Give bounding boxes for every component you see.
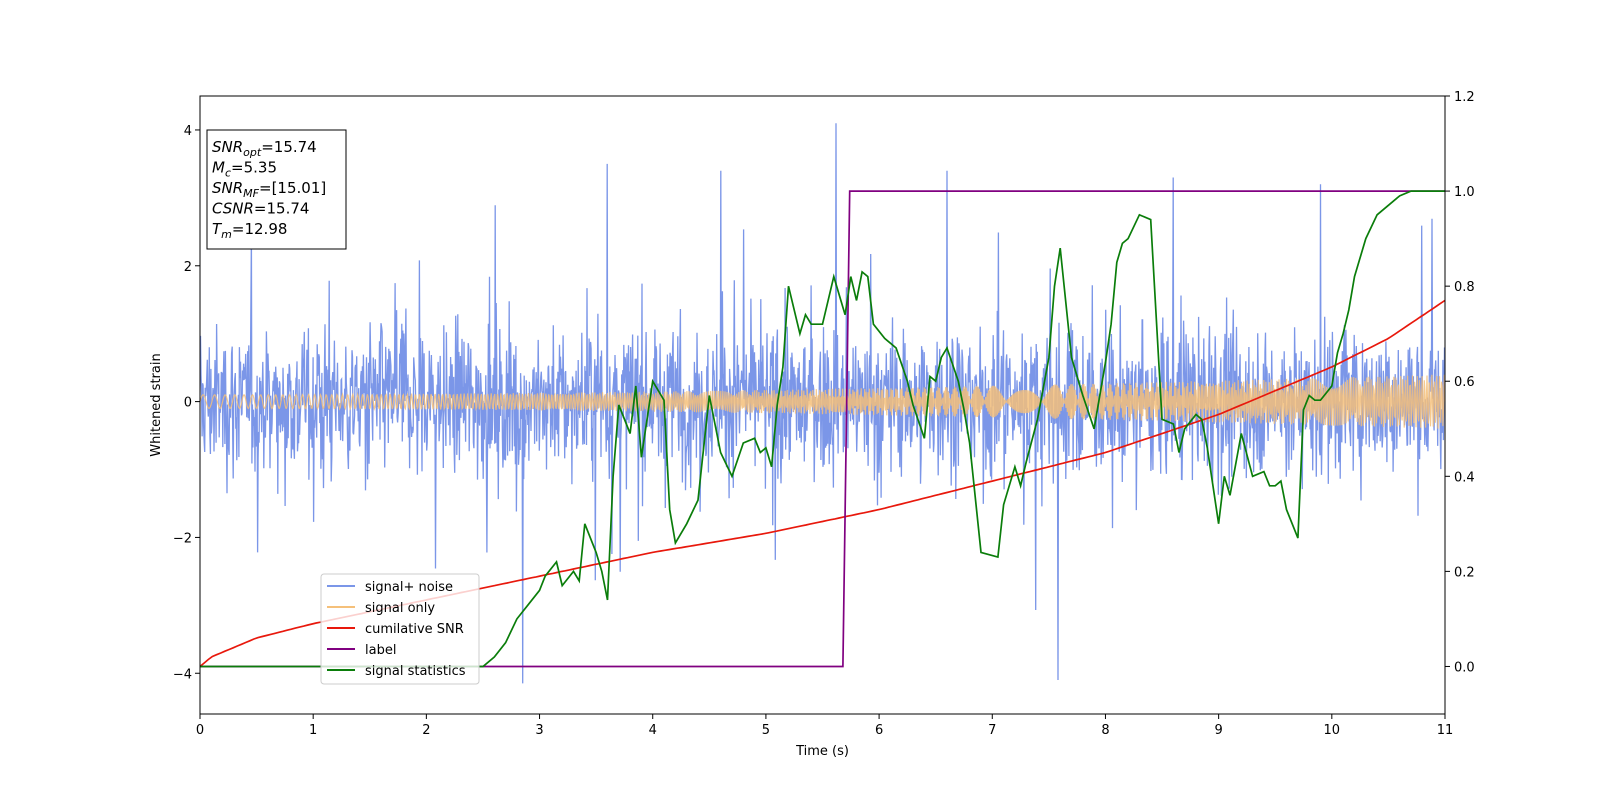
series-label-line	[200, 190, 1445, 668]
y2-tick-label: 0.0	[1454, 660, 1475, 675]
info-line: SNRopt=15.74	[212, 138, 317, 159]
legend: signal+ noise signal only cumilative SNR la…	[320, 573, 480, 685]
y-tick-label: −4	[173, 667, 192, 682]
plot-frame	[199, 95, 1446, 715]
y-tick-label: −2	[173, 531, 192, 546]
y2-tick-label: 1.0	[1454, 185, 1475, 200]
y2-tick-label: 1.2	[1454, 90, 1475, 105]
x-tick-label: 6	[875, 723, 883, 738]
legend-frame	[320, 573, 480, 685]
x-tick-label: 4	[649, 723, 657, 738]
legend-label: signal only	[365, 601, 435, 616]
info-box-frame	[206, 129, 347, 250]
x-tick-label: 0	[196, 723, 204, 738]
y-tick-label: 4	[184, 124, 192, 139]
series-signal-statistics-line	[200, 190, 1445, 668]
info-line: Mc=5.35	[212, 159, 277, 180]
y-tick-label: 2	[184, 260, 192, 275]
info-line: Tm=12.98	[212, 220, 287, 241]
y2-tick-label: 0.8	[1454, 280, 1475, 295]
y2-tick-label: 0.4	[1454, 470, 1475, 485]
x-tick-label: 5	[762, 723, 770, 738]
x-tick-label: 10	[1324, 723, 1341, 738]
info-line: CSNR=15.74	[212, 200, 309, 218]
legend-label: label	[365, 643, 396, 658]
x-tick-label: 7	[988, 723, 996, 738]
legend-label: signal+ noise	[365, 580, 453, 595]
x-tick-label: 3	[535, 723, 543, 738]
series-signal-only-line	[200, 374, 1445, 429]
x-tick-label: 11	[1437, 723, 1454, 738]
x-tick-label: 2	[422, 723, 430, 738]
y-axis-label: Whitened strain	[149, 353, 164, 456]
info-box: SNRopt=15.74Mc=5.35SNRMF=[15.01]CSNR=15.…	[206, 129, 347, 250]
x-axis-label: Time (s)	[795, 744, 849, 759]
legend-label: signal statistics	[365, 664, 466, 679]
x-tick-label: 8	[1101, 723, 1109, 738]
x-tick-label: 1	[309, 723, 317, 738]
info-line: SNRMF=[15.01]	[212, 179, 326, 200]
y2-tick-label: 0.2	[1454, 565, 1475, 580]
x-tick-label: 9	[1214, 723, 1222, 738]
y2-tick-label: 0.6	[1454, 375, 1475, 390]
legend-label: cumilative SNR	[365, 622, 464, 637]
series-signal-noise-line	[200, 123, 1445, 684]
y-tick-label: 0	[184, 396, 192, 411]
